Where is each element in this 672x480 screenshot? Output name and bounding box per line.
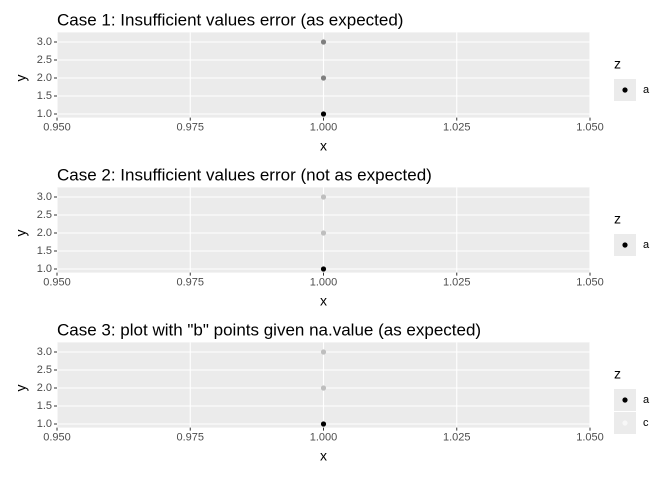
x-tick-label: 1.050: [576, 122, 604, 134]
x-tick-label: 1.025: [443, 432, 471, 444]
y-axis-label: y: [13, 75, 29, 82]
y-tick-label: 1.5: [37, 245, 52, 257]
y-tick-label: 2.0: [37, 382, 52, 394]
x-axis-label: x: [320, 447, 327, 463]
legend-label: a: [643, 394, 650, 406]
x-tick-label: 0.975: [176, 277, 204, 289]
x-tick-label: 0.950: [43, 277, 71, 289]
x-tick-label: 1.050: [576, 432, 604, 444]
x-tick-label: 1.000: [310, 122, 338, 134]
y-tick-label: 3.0: [37, 346, 52, 358]
y-tick-label: 1.5: [37, 90, 52, 102]
legend-title: z: [614, 56, 621, 72]
y-tick-label: 3.0: [37, 36, 52, 48]
point: [320, 194, 327, 200]
y-tick-label: 1.5: [37, 400, 52, 412]
y-tick-label: 1.0: [37, 108, 52, 120]
x-tick-label: 0.975: [176, 432, 204, 444]
y-tick-label: 1.0: [37, 263, 52, 275]
chart-title: Case 2: Insufficient values error (not a…: [57, 165, 432, 184]
legend-label: a: [643, 239, 650, 251]
point: [320, 421, 327, 427]
legend-marker: [622, 397, 628, 403]
y-tick-label: 2.0: [37, 72, 52, 84]
point: [320, 111, 327, 117]
point: [320, 385, 327, 391]
legend-title: z: [614, 211, 621, 227]
y-tick-label: 2.5: [37, 54, 52, 66]
legend-marker: [622, 420, 628, 426]
y-tick-label: 2.5: [37, 364, 52, 376]
x-tick-label: 0.950: [43, 432, 71, 444]
y-axis-label: y: [13, 385, 29, 392]
y-axis-label: y: [13, 230, 29, 237]
legend-marker: [622, 242, 628, 248]
legend-label: a: [643, 84, 650, 96]
legend-marker: [622, 87, 628, 93]
legend-label: c: [643, 417, 649, 429]
chart-title: Case 1: Insufficient values error (as ex…: [57, 10, 403, 29]
x-tick-label: 1.025: [443, 277, 471, 289]
x-axis-label: x: [320, 292, 327, 308]
x-tick-label: 1.000: [310, 277, 338, 289]
point: [320, 266, 327, 272]
y-tick-label: 1.0: [37, 418, 52, 430]
point: [320, 230, 327, 236]
point: [320, 75, 327, 81]
x-tick-label: 0.975: [176, 122, 204, 134]
x-axis-label: x: [320, 137, 327, 153]
x-tick-label: 1.050: [576, 277, 604, 289]
point: [320, 39, 327, 45]
point: [320, 349, 327, 355]
y-tick-label: 3.0: [37, 191, 52, 203]
x-tick-label: 1.000: [310, 432, 338, 444]
legend-title: z: [614, 366, 621, 382]
chart-title: Case 3: plot with "b" points given na.va…: [57, 320, 481, 339]
y-tick-label: 2.0: [37, 227, 52, 239]
y-tick-label: 2.5: [37, 209, 52, 221]
x-tick-label: 1.025: [443, 122, 471, 134]
x-tick-label: 0.950: [43, 122, 71, 134]
